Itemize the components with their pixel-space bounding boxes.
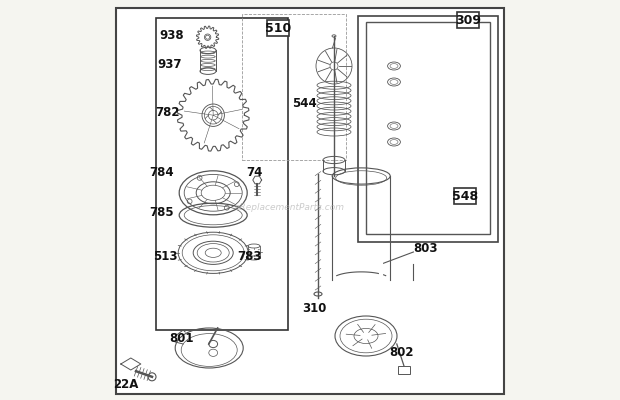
Bar	[358, 16, 498, 242]
Bar	[366, 22, 490, 234]
Text: 803: 803	[414, 242, 438, 255]
Text: 937: 937	[157, 58, 182, 70]
Text: 802: 802	[389, 346, 414, 358]
Text: 510: 510	[265, 22, 291, 34]
Text: 785: 785	[149, 206, 174, 218]
Text: 544: 544	[291, 97, 316, 110]
Text: 513: 513	[153, 250, 177, 262]
Bar	[398, 366, 410, 374]
Text: 309: 309	[455, 14, 481, 26]
Bar	[156, 18, 288, 330]
Text: 801: 801	[169, 332, 193, 344]
Text: 310: 310	[302, 302, 326, 315]
Text: 548: 548	[452, 190, 478, 202]
Bar	[454, 188, 476, 204]
Bar	[457, 12, 479, 28]
Text: 783: 783	[237, 250, 262, 262]
Text: 74: 74	[247, 166, 263, 178]
Text: 782: 782	[155, 106, 179, 118]
Text: 22A: 22A	[113, 378, 139, 391]
Text: eReplacementParts.com: eReplacementParts.com	[235, 204, 345, 212]
Bar	[267, 20, 290, 36]
Bar	[242, 14, 346, 160]
Text: 938: 938	[160, 29, 184, 42]
Text: 784: 784	[149, 166, 174, 178]
